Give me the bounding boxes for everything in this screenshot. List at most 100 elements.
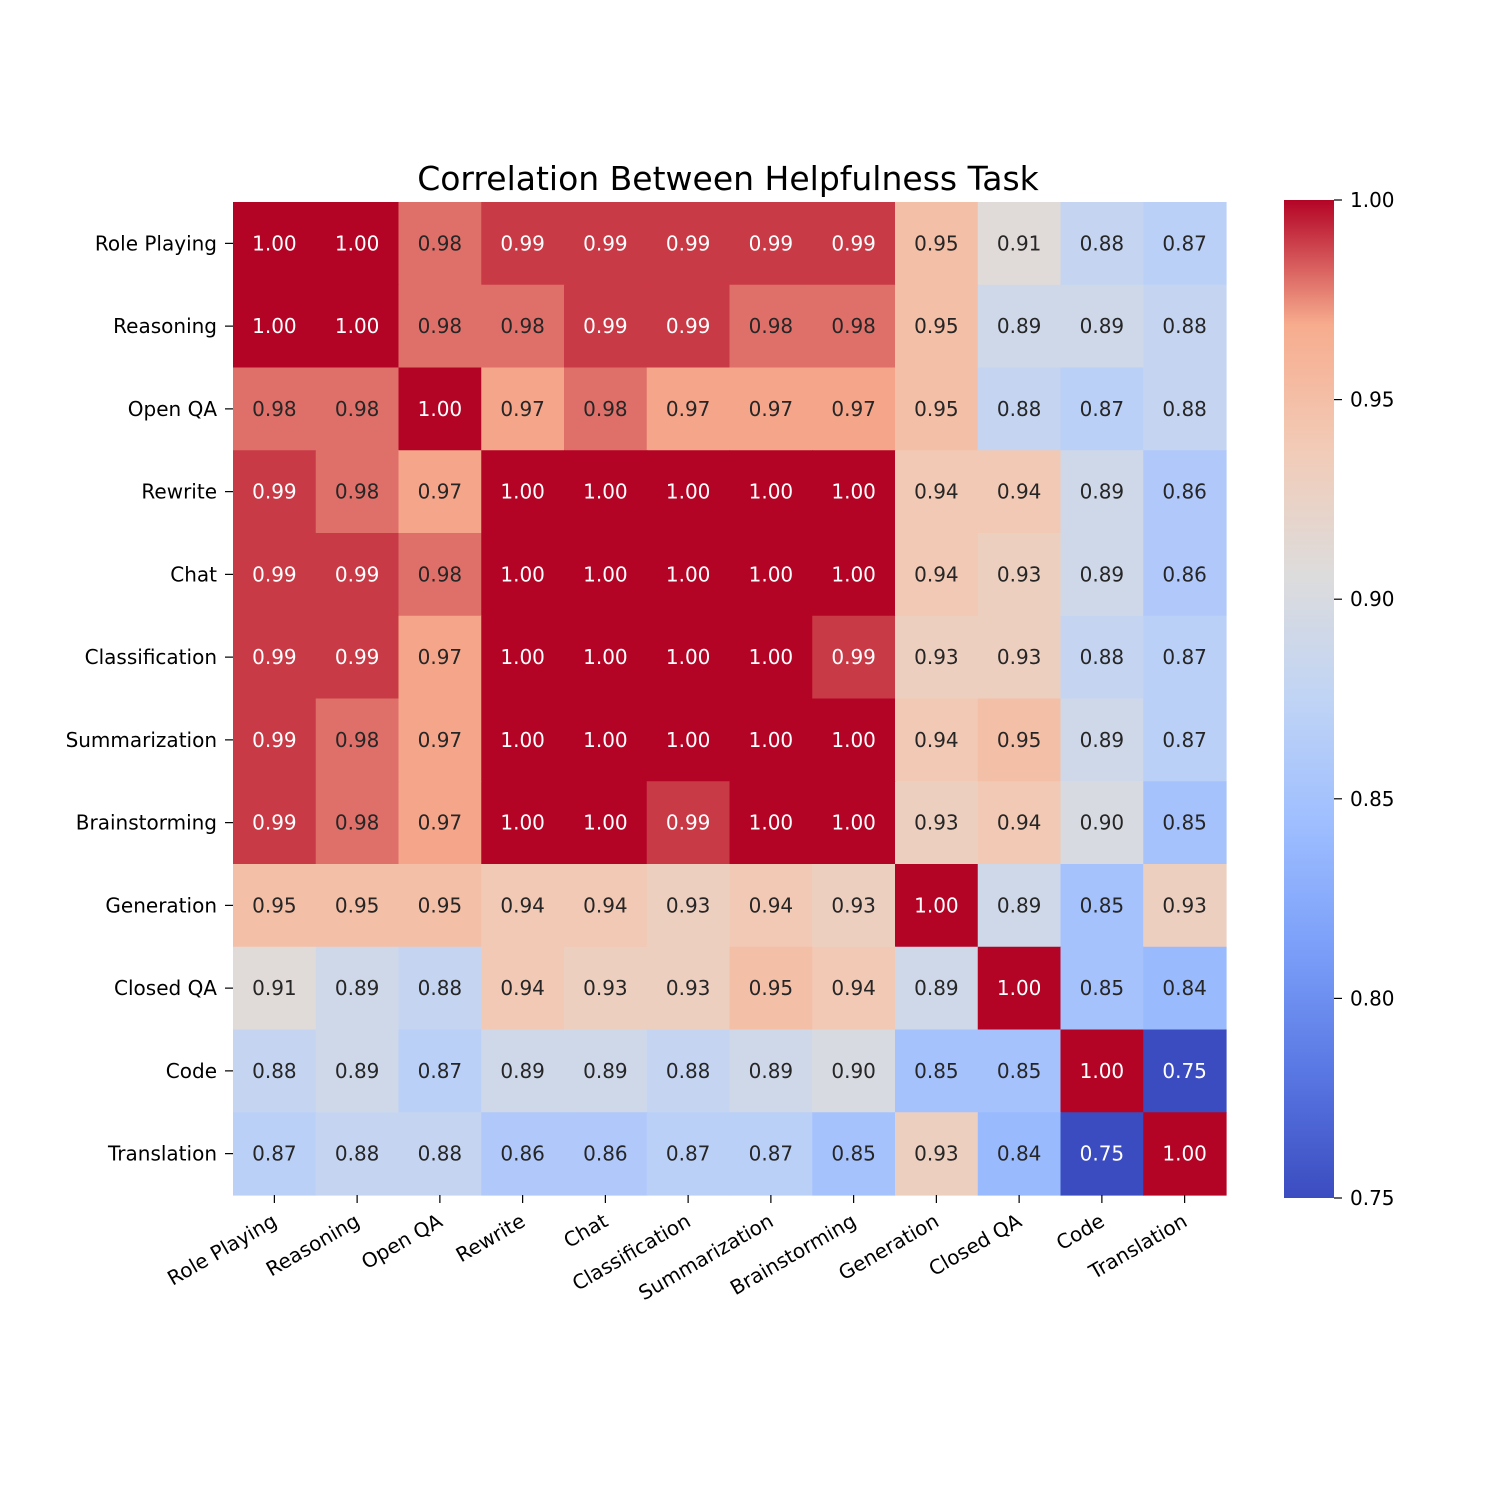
heatmap-cell <box>233 1112 317 1196</box>
cell-value-label: 0.93 <box>1162 893 1207 917</box>
cell-value-label: 0.89 <box>1080 562 1125 586</box>
heatmap-cell <box>812 864 896 948</box>
cell-value-label: 0.89 <box>500 1059 545 1083</box>
heatmap-cell <box>1143 615 1227 700</box>
heatmap-cell <box>1143 367 1227 451</box>
cell-value-label: 1.00 <box>749 811 794 835</box>
heatmap-cell <box>729 1029 813 1113</box>
heatmap-cell <box>1060 1029 1144 1113</box>
heatmap-cell <box>233 1029 317 1113</box>
cell-value-label: 0.86 <box>1162 480 1207 504</box>
y-tick-label: Open QA <box>128 397 218 421</box>
cell-value-label: 1.00 <box>666 480 711 504</box>
heatmap-cell <box>481 1029 565 1113</box>
heatmap-cell <box>315 1112 400 1196</box>
heatmap-cell <box>729 450 813 534</box>
x-tick-label: Role Playing <box>163 1209 281 1291</box>
cell-value-label: 0.87 <box>749 1142 794 1166</box>
heatmap-cell <box>398 698 482 782</box>
cell-value-label: 1.00 <box>749 645 794 669</box>
heatmap-cell <box>977 698 1062 782</box>
x-tick-label: Open QA <box>357 1208 447 1274</box>
heatmap-cell <box>977 284 1062 369</box>
cell-value-label: 0.97 <box>666 397 711 421</box>
heatmap-cell <box>398 864 482 948</box>
y-axis: Role Playing Reasoning Open QA Rewrite Chat C… <box>66 231 233 1166</box>
heatmap-cell <box>481 284 565 369</box>
heatmap-cell <box>646 1029 731 1113</box>
cell-value-label: 0.99 <box>583 231 628 255</box>
heatmap-cell <box>315 367 400 451</box>
heatmap-cell <box>895 864 979 948</box>
cell-value-label: 0.87 <box>1162 231 1207 255</box>
cell-value-label: 0.87 <box>1080 397 1125 421</box>
cell-value-label: 0.98 <box>335 397 380 421</box>
cell-value-label: 0.88 <box>1080 231 1125 255</box>
cell-value-label: 0.89 <box>997 893 1042 917</box>
cell-value-label: 0.98 <box>335 811 380 835</box>
heatmap-cell <box>564 781 648 865</box>
heatmap-cell <box>977 450 1062 534</box>
cell-value-label: 0.93 <box>914 811 959 835</box>
cell-value-label: 0.98 <box>418 231 463 255</box>
colorbar-axis: 0.75 0.80 0.85 0.90 0.95 1.00 <box>1334 188 1395 1210</box>
cell-value-label: 0.87 <box>1162 728 1207 752</box>
x-tick-label: Closed QA <box>924 1208 1025 1280</box>
cell-value-label: 0.94 <box>583 893 628 917</box>
cell-value-label: 0.93 <box>997 645 1042 669</box>
heatmap-cell <box>646 202 731 286</box>
cell-value-label: 1.00 <box>500 645 545 669</box>
heatmap-cell <box>812 533 896 617</box>
cell-value-label: 0.97 <box>749 397 794 421</box>
y-tick-label: Role Playing <box>95 231 217 255</box>
cell-value-label: 0.95 <box>914 314 959 338</box>
heatmap-cell <box>729 615 813 700</box>
cell-value-label: 0.88 <box>666 1059 711 1083</box>
y-tick-label: Translation <box>107 1142 217 1166</box>
heatmap-cell <box>646 781 731 865</box>
cell-value-label: 1.00 <box>749 728 794 752</box>
cell-value-label: 0.93 <box>914 645 959 669</box>
cell-value-label: 1.00 <box>500 811 545 835</box>
cell-value-label: 0.90 <box>1080 811 1125 835</box>
heatmap-cell <box>564 946 648 1031</box>
x-tick-label: Chat <box>559 1208 612 1252</box>
cell-value-label: 0.88 <box>418 976 463 1000</box>
heatmap-cell <box>1060 367 1144 451</box>
cell-value-label: 0.89 <box>335 1059 380 1083</box>
cell-value-label: 0.88 <box>1162 397 1207 421</box>
cell-value-label: 1.00 <box>252 231 297 255</box>
heatmap-cell <box>564 615 648 700</box>
heatmap-cell <box>315 284 400 369</box>
heatmap-cell <box>564 698 648 782</box>
heatmap-cell <box>315 202 400 286</box>
heatmap-cell <box>315 698 400 782</box>
heatmap-cell <box>1143 450 1227 534</box>
cell-value-label: 0.75 <box>1080 1142 1125 1166</box>
cell-value-label: 0.89 <box>1080 480 1125 504</box>
cell-value-label: 1.00 <box>749 480 794 504</box>
cell-value-label: 0.89 <box>583 1059 628 1083</box>
cell-value-label: 1.00 <box>1080 1059 1125 1083</box>
cell-value-label: 0.85 <box>1080 893 1125 917</box>
y-tick-label: Chat <box>170 562 217 586</box>
heatmap-cell <box>1143 698 1227 782</box>
heatmap-cell <box>895 367 979 451</box>
heatmap-cell <box>895 946 979 1031</box>
heatmap-cell <box>729 202 813 286</box>
cell-value-label: 1.00 <box>914 893 959 917</box>
colorbar-tick-label: 0.85 <box>1350 787 1395 811</box>
heatmap-cell <box>646 284 731 369</box>
x-tick-label: Code <box>1052 1209 1108 1255</box>
heatmap-cell <box>481 946 565 1031</box>
heatmap-cell <box>812 450 896 534</box>
cell-value-label: 0.97 <box>500 397 545 421</box>
cell-value-label: 0.89 <box>1080 728 1125 752</box>
heatmap-cell <box>646 698 731 782</box>
cell-value-label: 1.00 <box>997 976 1042 1000</box>
cell-value-label: 1.00 <box>252 314 297 338</box>
heatmap-cell <box>315 450 400 534</box>
heatmap-cell <box>812 615 896 700</box>
cell-value-label: 0.94 <box>500 893 545 917</box>
cell-value-label: 0.97 <box>418 645 463 669</box>
